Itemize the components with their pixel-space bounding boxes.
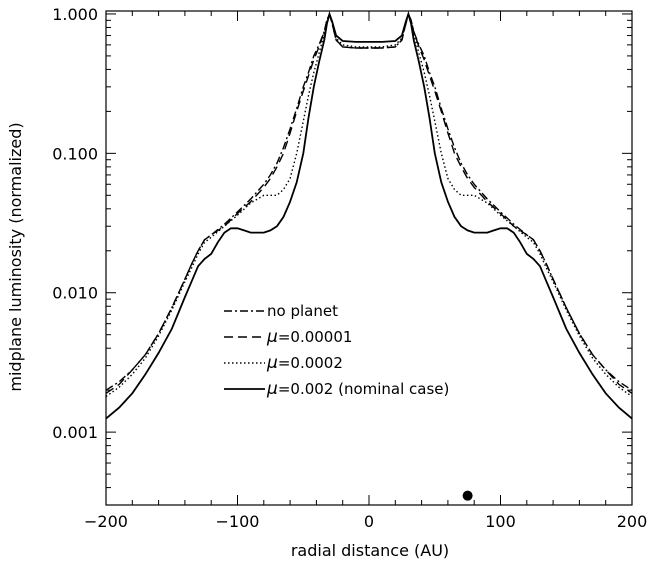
x-tick-label: −100: [216, 512, 260, 531]
legend-label-1: no planet: [267, 302, 338, 320]
y-axis-label: midplane luminosity (normalized): [6, 122, 25, 391]
legend-label-2: μ=0.00001: [266, 327, 352, 347]
series-line-4: [105, 10, 633, 420]
x-tick-label: 100: [485, 512, 516, 531]
legend-mu-symbol: μ: [266, 379, 278, 399]
x-axis-label: radial distance (AU): [291, 541, 449, 560]
legend-text: =0.0002: [278, 354, 343, 372]
plot-frame: [105, 10, 633, 506]
legend-mu-symbol: μ: [266, 327, 278, 347]
planet-position-marker: [462, 490, 473, 501]
y-tick-label: 0.100: [52, 144, 98, 163]
legend-label-3: μ=0.0002: [266, 353, 343, 373]
y-tick-label: 0.010: [52, 284, 98, 303]
series-line-2: [105, 11, 633, 394]
x-tick-label: −200: [84, 512, 128, 531]
legend-text: =0.002 (nominal case): [278, 380, 450, 398]
series-line-3: [105, 11, 633, 398]
y-tick-label: 1.000: [52, 5, 98, 24]
legend-text: no planet: [267, 302, 338, 320]
x-tick-label: 0: [364, 512, 374, 531]
legend-mu-symbol: μ: [266, 353, 278, 373]
x-tick-label: 200: [617, 512, 648, 531]
y-tick-label: 0.001: [52, 423, 98, 442]
legend-label-4: μ=0.002 (nominal case): [266, 379, 449, 399]
legend-text: =0.00001: [278, 328, 353, 346]
series-line-1: [105, 11, 633, 391]
